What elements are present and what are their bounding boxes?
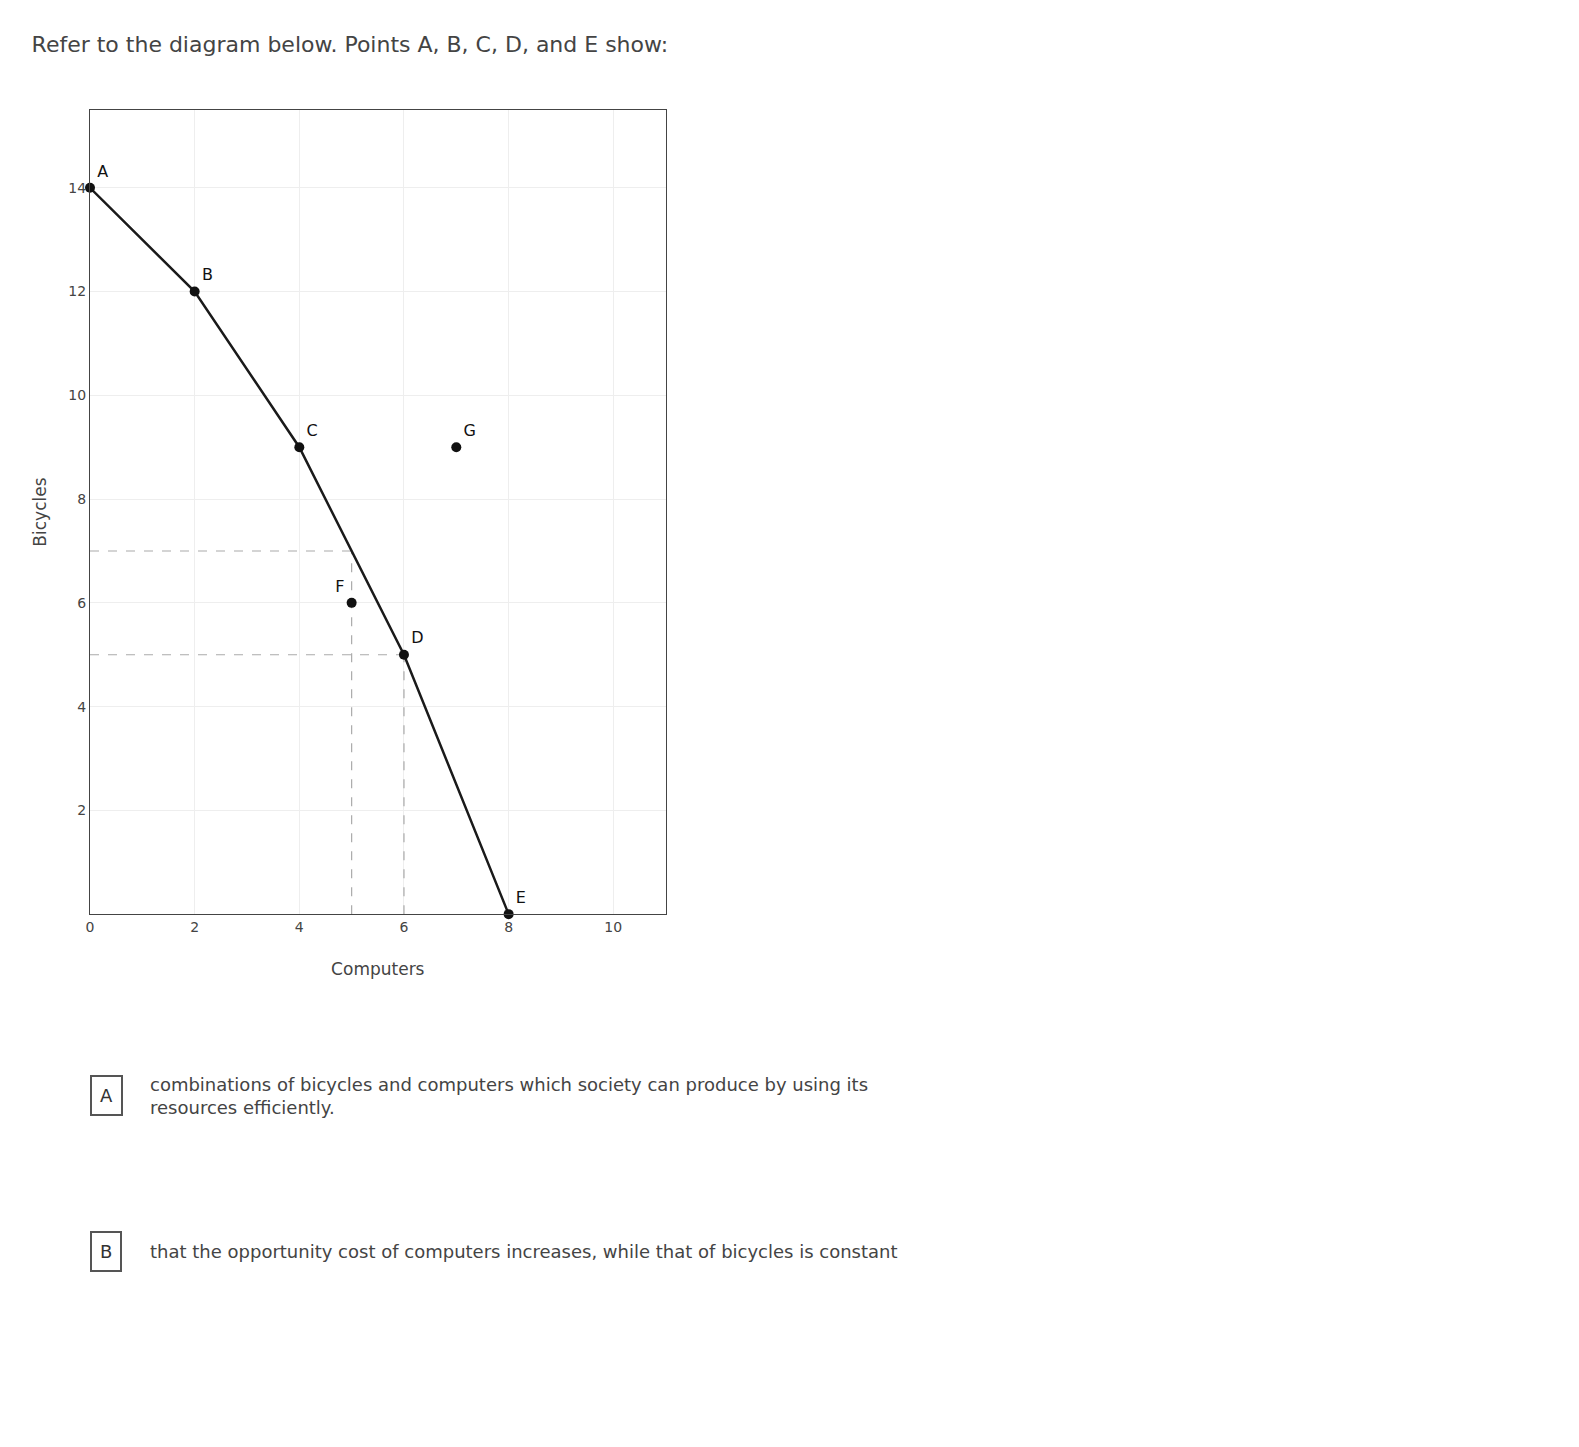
svg-text:14: 14 — [68, 180, 86, 196]
svg-text:2: 2 — [190, 919, 199, 935]
svg-text:Computers: Computers — [331, 959, 425, 979]
svg-text:Refer to the diagram below. Po: Refer to the diagram below. Points A, B,… — [32, 32, 669, 57]
svg-text:10: 10 — [604, 919, 622, 935]
svg-text:6: 6 — [77, 595, 86, 611]
svg-text:Bicycles: Bicycles — [30, 477, 50, 546]
svg-text:0: 0 — [86, 919, 95, 935]
svg-text:8: 8 — [77, 491, 86, 507]
svg-text:F: F — [335, 577, 344, 596]
svg-text:B: B — [202, 265, 213, 284]
svg-text:B: B — [100, 1241, 112, 1262]
svg-text:that the opportunity cost of c: that the opportunity cost of computers i… — [150, 1241, 898, 1262]
svg-text:D: D — [411, 628, 423, 647]
svg-text:12: 12 — [68, 283, 86, 299]
svg-text:C: C — [307, 421, 318, 440]
svg-text:A: A — [100, 1085, 113, 1106]
svg-text:G: G — [464, 421, 476, 440]
svg-text:E: E — [516, 888, 526, 907]
svg-text:A: A — [97, 162, 108, 181]
svg-text:10: 10 — [68, 387, 86, 403]
svg-text:4: 4 — [77, 699, 86, 715]
svg-text:4: 4 — [295, 919, 304, 935]
svg-text:combinations of bicycles and c: combinations of bicycles and computers w… — [150, 1074, 868, 1118]
svg-text:2: 2 — [77, 802, 86, 818]
svg-text:8: 8 — [504, 919, 513, 935]
svg-text:6: 6 — [399, 919, 408, 935]
